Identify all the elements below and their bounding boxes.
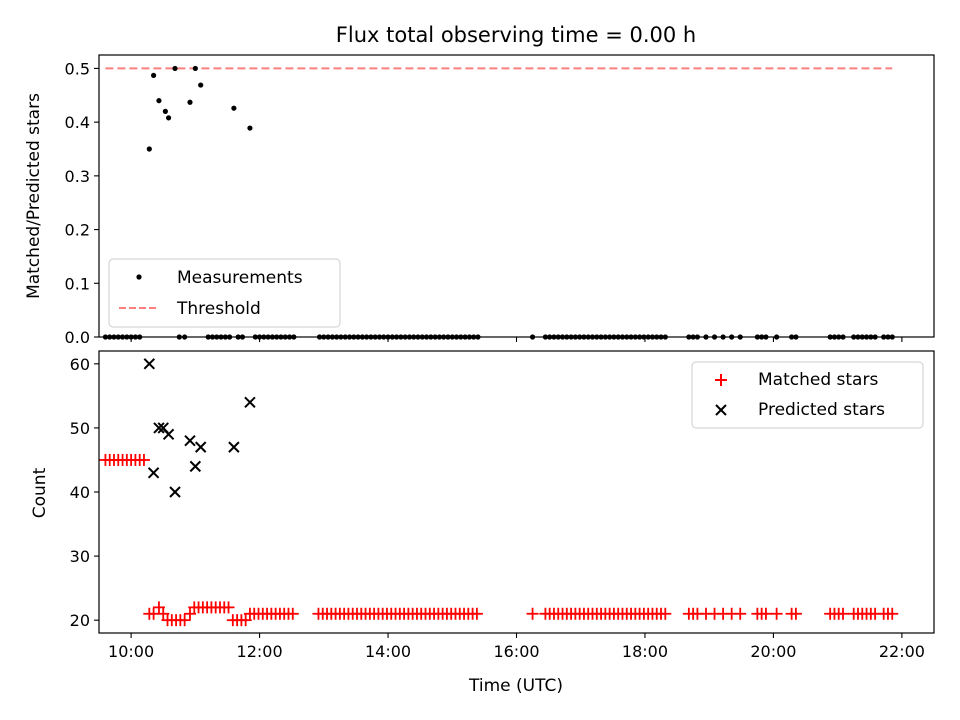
bottom-ylabel: Count	[30, 467, 50, 518]
predicted-stars-markers	[143, 358, 256, 498]
x-tick-label: 18:00	[622, 642, 668, 661]
matched-star-marker	[178, 614, 191, 627]
matched-star-marker	[222, 601, 235, 614]
predicted-star-marker	[162, 428, 175, 441]
x-tick-label: 10:00	[108, 642, 154, 661]
y-tick-label: 20	[70, 611, 90, 630]
matched-star-marker	[759, 607, 772, 620]
legend-label-matched: Matched stars	[758, 370, 878, 390]
y-tick-label: 40	[70, 483, 90, 502]
bottom-legend: Matched stars Predicted stars	[691, 361, 924, 429]
predicted-star-marker	[189, 460, 202, 473]
x-tick-label: 22:00	[879, 642, 925, 661]
top-legend: Measurements Threshold	[108, 258, 341, 328]
y-tick-label: 0.0	[65, 328, 90, 347]
measurement-point	[150, 72, 157, 79]
legend-marker-measurements	[136, 274, 142, 280]
matched-star-marker	[770, 607, 783, 620]
predicted-star-marker	[244, 396, 256, 408]
x-tick-label: 16:00	[493, 642, 539, 661]
bottom-y-ticks: 20 30 40 50 60	[70, 355, 99, 630]
measurement-point	[198, 82, 204, 88]
matched-star-marker	[137, 453, 150, 466]
y-tick-label: 60	[70, 355, 90, 374]
matched-stars-markers	[99, 453, 899, 627]
predicted-star-marker	[153, 422, 165, 434]
measurement-point	[156, 98, 162, 104]
legend-label-predicted: Predicted stars	[758, 400, 885, 420]
legend-label-threshold: Threshold	[176, 299, 261, 319]
matched-star-marker	[183, 607, 196, 620]
measurement-point	[247, 125, 253, 131]
legend-marker-predicted	[715, 404, 727, 416]
matched-star-marker	[734, 607, 747, 620]
bottom-xlabel: Time (UTC)	[468, 676, 563, 696]
measurement-point	[172, 65, 178, 72]
x-tick-label: 20:00	[750, 642, 796, 661]
y-tick-label: 30	[70, 547, 90, 566]
y-tick-label: 0.3	[65, 167, 90, 186]
matched-star-marker	[152, 601, 165, 614]
matched-star-marker	[470, 607, 483, 620]
matched-star-marker	[837, 607, 850, 620]
measurement-point	[231, 105, 237, 111]
predicted-star-marker	[169, 486, 181, 498]
measurement-point	[165, 115, 172, 121]
predicted-star-marker	[228, 441, 240, 453]
chart-title: Flux total observing time = 0.00 h	[336, 23, 696, 47]
predicted-star-marker	[184, 435, 196, 447]
bottom-plot-frame	[98, 350, 935, 634]
top-ylabel: Matched/Predicted stars	[24, 93, 44, 299]
measurement-point	[146, 146, 152, 152]
measurement-point	[187, 99, 193, 105]
matched-star-marker	[789, 607, 802, 620]
legend-label-measurements: Measurements	[177, 268, 303, 288]
predicted-star-marker	[147, 467, 160, 479]
matched-star-marker	[659, 607, 672, 620]
matched-star-marker	[286, 607, 299, 620]
top-legend-box	[108, 258, 341, 328]
top-plot-frame	[98, 54, 935, 338]
legend-marker-matched	[715, 374, 727, 386]
matched-star-marker	[886, 607, 899, 620]
predicted-star-marker	[143, 358, 156, 370]
y-tick-label: 0.2	[65, 221, 90, 240]
matched-star-marker	[239, 614, 252, 627]
y-tick-label: 0.5	[65, 59, 90, 78]
matched-star-marker	[157, 607, 170, 620]
y-tick-label: 0.1	[65, 274, 90, 293]
matched-star-marker	[526, 607, 539, 620]
x-tick-label: 12:00	[237, 642, 283, 661]
predicted-star-marker	[194, 441, 207, 453]
measurement-point	[192, 65, 198, 72]
bottom-x-ticks: 10:00 12:00 14:00 16:00 18:00 20:00 22:00	[108, 633, 925, 661]
top-y-ticks: 0.0 0.1 0.2 0.3 0.4 0.5	[65, 59, 99, 347]
y-tick-label: 50	[70, 419, 90, 438]
bottom-legend-box	[691, 361, 924, 429]
x-tick-label: 14:00	[365, 642, 411, 661]
y-tick-label: 0.4	[65, 113, 90, 132]
measurement-point	[162, 108, 168, 114]
